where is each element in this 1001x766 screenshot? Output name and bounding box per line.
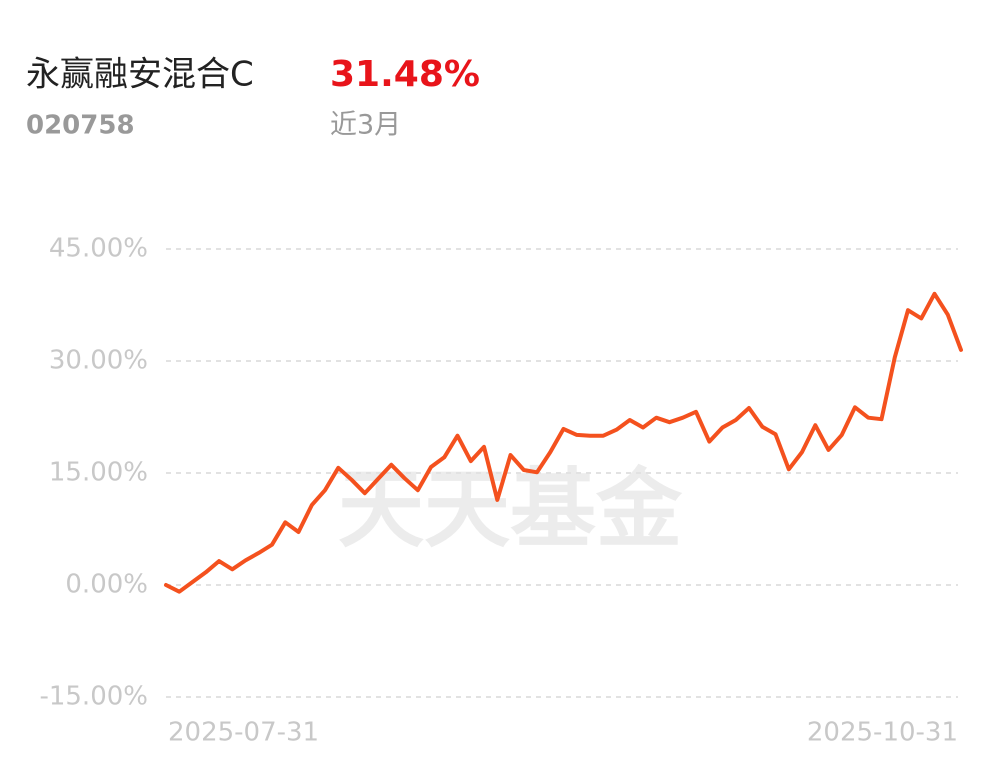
fund-return: 31.48% — [330, 54, 480, 95]
y-tick-label: 0.00% — [65, 570, 148, 600]
price-line — [164, 291, 963, 594]
fund-code: 020758 — [26, 111, 135, 141]
x-tick-label: 2025-10-31 — [807, 718, 958, 748]
watermark: 天天基金 — [338, 459, 683, 559]
fund-name: 永赢融安混合C — [26, 55, 254, 95]
y-tick-label: 30.00% — [49, 346, 148, 376]
x-tick-label: 2025-07-31 — [168, 718, 319, 748]
y-tick-label: 45.00% — [49, 234, 148, 264]
y-tick-label: 15.00% — [49, 458, 148, 488]
period: 近3月 — [330, 110, 401, 141]
y-tick-label: -15.00% — [39, 682, 148, 712]
